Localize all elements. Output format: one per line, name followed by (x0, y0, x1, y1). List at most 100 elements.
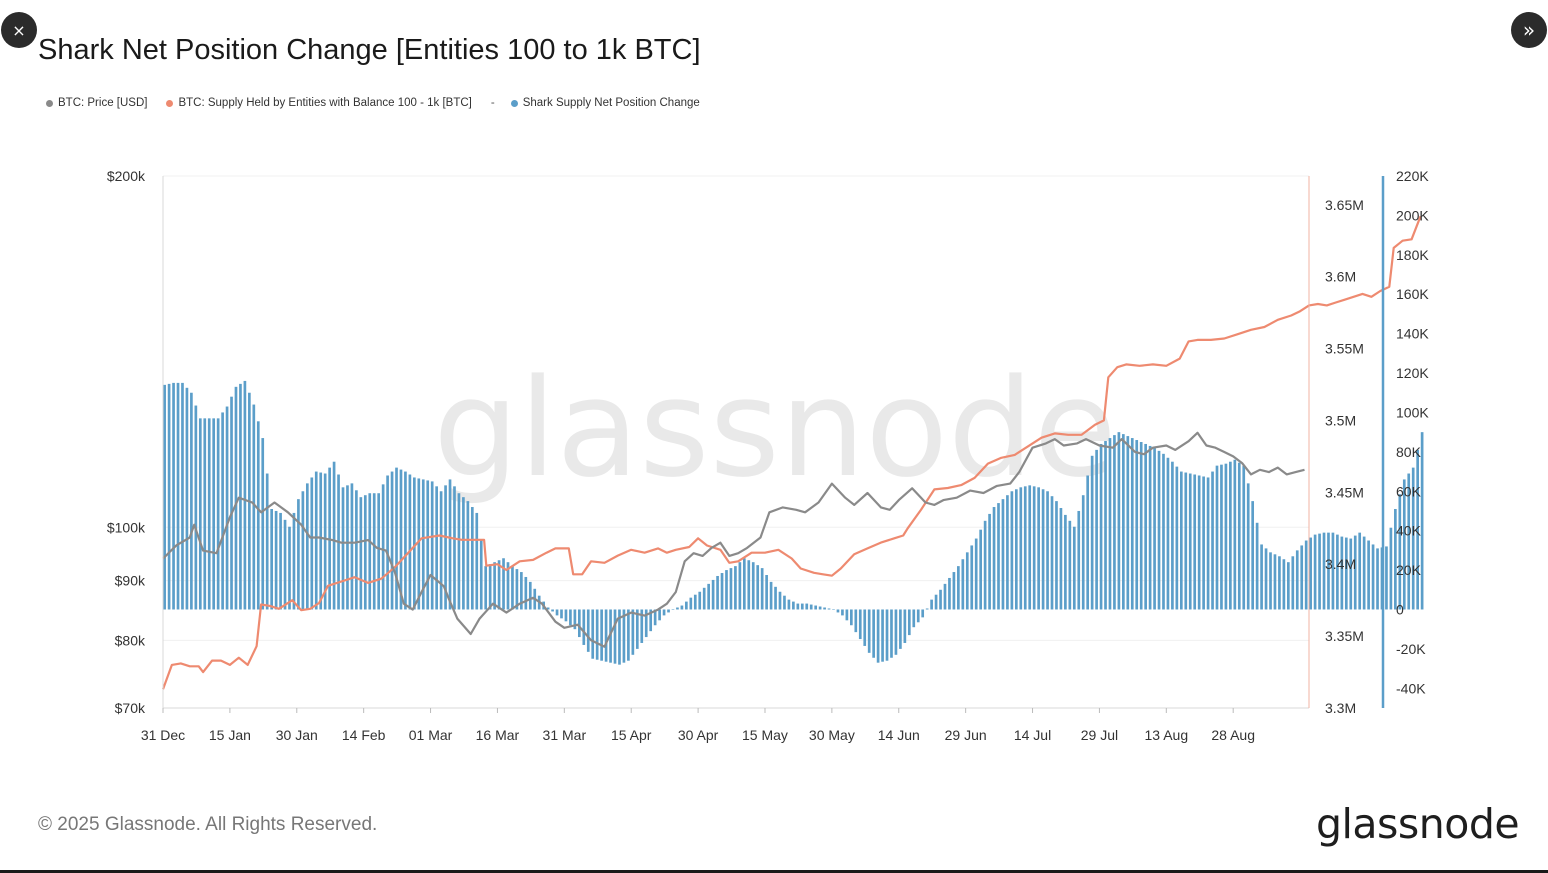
net-position-bar (1019, 487, 1023, 610)
net-position-bar (1242, 465, 1246, 610)
x-tick-label: 16 Mar (476, 727, 520, 743)
legend-label-net-position: Shark Supply Net Position Change (522, 97, 700, 109)
net-position-bar (894, 609, 898, 655)
net-position-bar (404, 471, 407, 610)
net-position-bar (742, 558, 746, 610)
net-position-bar (1327, 532, 1330, 610)
net-position-bar (1113, 435, 1116, 610)
net-tick-label: 40K (1396, 523, 1422, 539)
net-position-bar (930, 599, 933, 610)
net-position-bar (198, 418, 202, 610)
net-position-bar (832, 609, 835, 610)
net-tick-label: -40K (1396, 680, 1426, 696)
net-position-bar (408, 474, 412, 610)
net-position-bar (1264, 548, 1268, 610)
net-position-bar (1331, 532, 1335, 610)
net-position-bar (796, 603, 800, 610)
net-position-bar (635, 609, 639, 649)
net-position-bar (1135, 440, 1139, 610)
legend-item-supply[interactable]: BTC: Supply Held by Entities with Balanc… (166, 97, 472, 109)
net-position-bar (1398, 494, 1402, 610)
net-position-bar (176, 382, 180, 610)
net-position-bar (1037, 487, 1040, 610)
net-position-bar (332, 461, 336, 610)
legend-label-price: BTC: Price [USD] (58, 97, 148, 109)
price-tick-label: $90k (115, 573, 146, 589)
net-position-bar (1090, 455, 1094, 610)
net-position-bar (787, 599, 791, 610)
net-position-bar (827, 608, 831, 610)
net-position-bar (1184, 472, 1188, 610)
net-position-bar (983, 520, 987, 610)
net-position-bar (649, 609, 653, 632)
net-position-bar (386, 475, 389, 610)
net-position-bar (756, 565, 760, 610)
net-position-bar (1287, 562, 1290, 610)
net-position-bar (1295, 550, 1299, 610)
x-tick-label: 14 Jun (878, 727, 920, 743)
net-position-bar (582, 609, 586, 645)
x-tick-label: 15 Apr (611, 727, 652, 743)
net-position-bar (618, 609, 621, 665)
net-position-bar (867, 609, 871, 653)
chart-title: Shark Net Position Change [Entities 100 … (38, 34, 701, 66)
net-position-bar (1389, 527, 1393, 610)
net-position-bar (591, 609, 595, 659)
net-position-bar (970, 545, 974, 610)
net-position-bar (359, 497, 363, 610)
net-position-bar (363, 495, 367, 610)
x-tick-label: 31 Dec (141, 727, 185, 743)
net-position-bar (457, 493, 461, 610)
close-button[interactable]: × (1, 12, 37, 48)
net-position-bar (1229, 461, 1232, 610)
net-position-bar (1376, 548, 1379, 610)
net-position-bar (1202, 476, 1205, 610)
expand-button[interactable]: » (1511, 12, 1547, 48)
net-position-bar (595, 609, 599, 660)
net-position-bar (627, 609, 630, 661)
net-position-bar (297, 499, 300, 610)
supply-tick-label: 3.5M (1325, 412, 1356, 428)
legend-item-net-position[interactable]: Shark Supply Net Position Change (510, 97, 700, 109)
net-position-bar (658, 609, 661, 621)
net-position-bar (390, 471, 394, 610)
net-position-bar (1064, 514, 1067, 610)
net-position-bar (1309, 537, 1312, 610)
legend-item-price[interactable]: BTC: Price [USD] (46, 97, 147, 109)
bottom-divider (0, 870, 1548, 873)
net-position-bar (1095, 449, 1098, 610)
net-position-bar (1059, 508, 1063, 610)
net-position-bar (921, 609, 925, 618)
net-position-bar (1032, 486, 1036, 610)
chart-legend: BTC: Price [USD] BTC: Supply Held by Ent… (46, 97, 719, 109)
net-position-bar (493, 562, 496, 610)
net-position-bar (1416, 449, 1419, 610)
net-position-bar (569, 609, 572, 626)
net-position-bar (190, 392, 193, 610)
net-position-bar (1407, 473, 1411, 610)
net-position-bar (355, 490, 358, 610)
net-position-bar (863, 609, 867, 646)
net-position-bar (1211, 471, 1214, 610)
supply-tick-label: 3.55M (1325, 341, 1364, 357)
net-position-bar (368, 493, 372, 610)
net-position-bar (600, 609, 603, 661)
net-position-bar (1166, 457, 1170, 610)
net-position-bar (1006, 495, 1009, 610)
net-position-bar (1411, 467, 1415, 610)
net-position-bar (381, 484, 385, 610)
net-position-bar (1358, 532, 1362, 610)
net-position-bar (1139, 442, 1143, 610)
net-position-bar (1162, 453, 1165, 610)
net-position-bar (899, 609, 902, 649)
net-position-bar (885, 609, 889, 661)
net-position-bar (1179, 471, 1183, 610)
net-position-bar (1117, 432, 1121, 610)
glassnode-logo: glassnode (1316, 800, 1520, 848)
net-position-bar (185, 387, 189, 610)
net-position-bar (265, 473, 269, 610)
net-position-bar (774, 586, 777, 610)
supply-tick-label: 3.4M (1325, 556, 1356, 572)
x-tick-label: 30 May (809, 727, 855, 743)
net-position-bar (734, 566, 737, 610)
